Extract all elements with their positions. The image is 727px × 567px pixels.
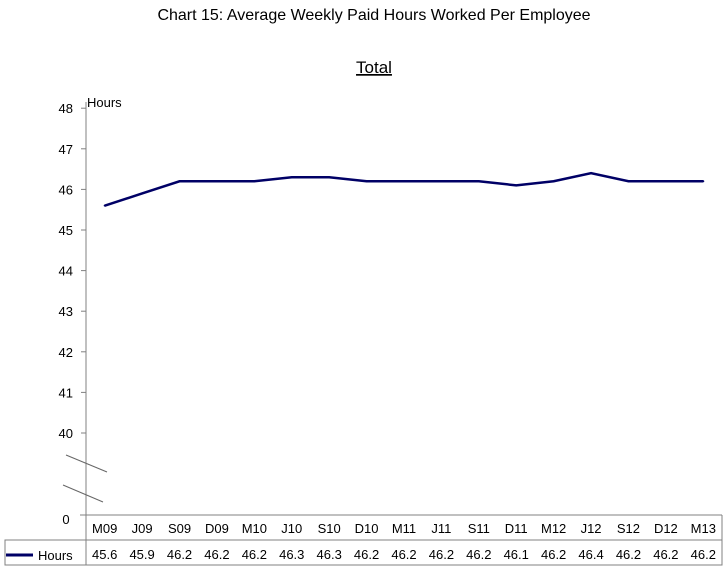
data-table-value: 46.3 bbox=[317, 547, 342, 562]
x-tick-label: S12 bbox=[617, 521, 640, 536]
data-point bbox=[590, 172, 593, 175]
data-table-value: 46.2 bbox=[242, 547, 267, 562]
data-point bbox=[328, 176, 331, 179]
series-line-hours bbox=[104, 171, 704, 207]
data-table-value: 46.2 bbox=[167, 547, 192, 562]
data-point bbox=[141, 192, 144, 195]
axis-break-mark bbox=[65, 454, 108, 473]
x-tick-label: M10 bbox=[242, 521, 267, 536]
data-table-value: 46.2 bbox=[653, 547, 678, 562]
y-axis-label: Hours bbox=[87, 95, 122, 110]
y-tick-label: 42 bbox=[59, 345, 73, 360]
x-tick-label: S10 bbox=[318, 521, 341, 536]
y-tick-label: 41 bbox=[59, 385, 73, 400]
data-table-value: 46.2 bbox=[691, 547, 716, 562]
data-table-value: 46.1 bbox=[504, 547, 529, 562]
x-tick-label: M09 bbox=[92, 521, 117, 536]
x-tick-label: M12 bbox=[541, 521, 566, 536]
y-tick-label: 47 bbox=[59, 142, 73, 157]
x-tick-label: M11 bbox=[392, 521, 416, 536]
chart-subtitle: Total bbox=[356, 58, 392, 77]
legend-label: Hours bbox=[38, 548, 73, 563]
x-tick-label: S11 bbox=[468, 521, 490, 536]
data-point bbox=[253, 180, 256, 183]
data-point bbox=[178, 180, 181, 183]
y-tick-label: 43 bbox=[59, 304, 73, 319]
data-table-border bbox=[4, 539, 723, 566]
y-tick-label: 40 bbox=[59, 426, 73, 441]
data-table-value: 46.2 bbox=[541, 547, 566, 562]
data-point bbox=[552, 180, 555, 183]
y-tick-label: 45 bbox=[59, 223, 73, 238]
chart-title: Chart 15: Average Weekly Paid Hours Work… bbox=[157, 7, 590, 24]
x-tick-label: D11 bbox=[505, 521, 528, 536]
axis-break-mark bbox=[62, 484, 104, 503]
data-point bbox=[702, 180, 705, 183]
y-tick-label: 48 bbox=[59, 101, 73, 116]
data-table-value: 46.2 bbox=[354, 547, 379, 562]
x-tick-label: J10 bbox=[281, 521, 302, 536]
data-point bbox=[515, 184, 518, 187]
data-table-value: 46.3 bbox=[279, 547, 304, 562]
x-tick-label: J11 bbox=[431, 521, 451, 536]
y-tick-label: 46 bbox=[59, 182, 73, 197]
data-point bbox=[627, 180, 630, 183]
data-point bbox=[103, 204, 106, 207]
data-point bbox=[664, 180, 667, 183]
x-tick-label: J12 bbox=[581, 521, 602, 536]
data-table-value: 46.2 bbox=[466, 547, 491, 562]
x-tick-label: D10 bbox=[355, 521, 379, 536]
data-table-value: 45.6 bbox=[92, 547, 117, 562]
data-table-value: 45.9 bbox=[129, 547, 154, 562]
data-table-value: 46.2 bbox=[616, 547, 641, 562]
data-table-value: 46.2 bbox=[429, 547, 454, 562]
x-tick-label: D12 bbox=[654, 521, 678, 536]
data-point bbox=[440, 180, 443, 183]
x-tick-label: S09 bbox=[168, 521, 191, 536]
y-tick-label: 44 bbox=[59, 264, 73, 279]
x-tick-label: M13 bbox=[691, 521, 716, 536]
y-tick-zero: 0 bbox=[62, 512, 69, 527]
data-table-value: 46.4 bbox=[578, 547, 603, 562]
data-point bbox=[215, 180, 218, 183]
x-tick-label: D09 bbox=[205, 521, 229, 536]
x-tick-label: J09 bbox=[132, 521, 153, 536]
data-table-value: 46.2 bbox=[204, 547, 229, 562]
data-point bbox=[403, 180, 405, 183]
data-point bbox=[290, 176, 293, 179]
data-point bbox=[477, 180, 480, 183]
data-table-value: 46.2 bbox=[391, 547, 416, 562]
data-point bbox=[365, 180, 368, 183]
